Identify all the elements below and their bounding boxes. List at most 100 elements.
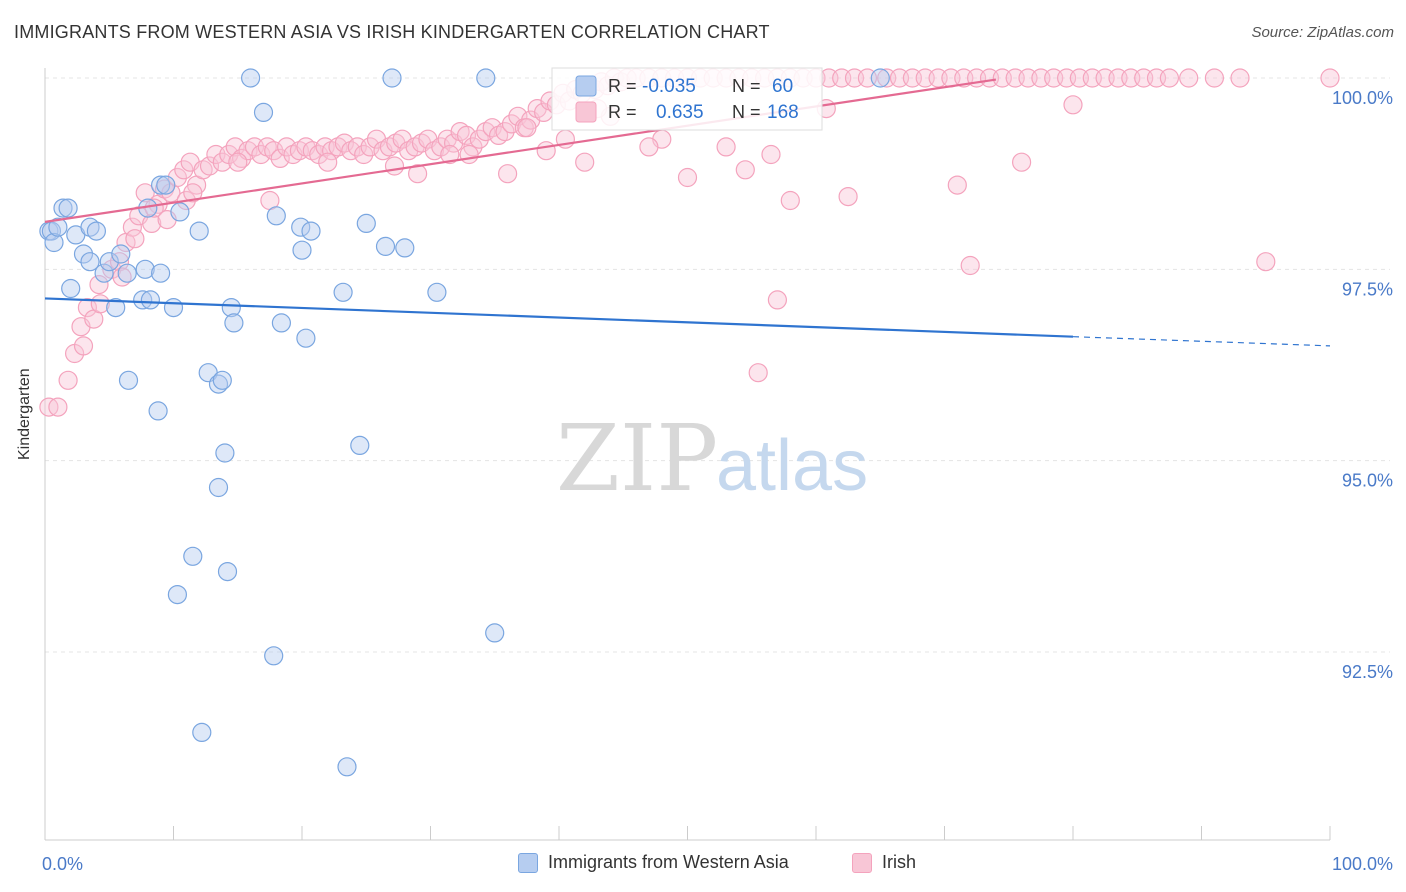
western-asia-point-4 [53,198,73,218]
irish-point-27 [225,137,245,157]
irish-point-63 [456,125,477,145]
irish-point-153 [1011,152,1032,172]
trend-line-western-asia [44,297,1074,338]
western-asia-point-46 [208,477,229,498]
western-asia-point-59 [870,68,890,88]
irish-point-140 [459,144,479,165]
irish-point-143 [575,152,595,172]
irish-point-139 [408,164,428,184]
irish-point-151 [947,175,967,195]
western-asia-point-40 [151,263,171,283]
western-asia-point-15 [133,290,153,310]
series-western-asia [39,68,890,777]
legend-r-label-1: R = [608,76,637,96]
y-tick-label-3: 92.5% [1342,662,1393,682]
western-asia-point-47 [183,546,203,566]
bottom-legend: Immigrants from Western Asia Irish [0,852,1406,878]
western-asia-point-52 [337,757,357,777]
irish-point-11 [122,217,142,237]
irish-point-2 [58,370,78,390]
western-asia-point-45 [215,443,235,463]
irish-point-159 [384,156,405,176]
legend-item-irish[interactable]: Irish [852,852,916,873]
western-asia-point-29 [291,217,311,237]
legend-label-western-asia: Immigrants from Western Asia [548,852,789,872]
western-asia-point-55 [266,206,286,226]
irish-point-138 [318,152,338,172]
western-asia-point-33 [356,213,376,233]
western-asia-point-21 [189,221,209,241]
irish-point-169 [89,275,109,295]
chart-title: IMMIGRANTS FROM WESTERN ASIA VS IRISH KI… [14,22,770,42]
irish-point-31 [251,144,271,165]
irish-point-167 [1256,252,1276,272]
source-label: Source: ZipAtlas.com [1251,24,1394,41]
western-asia-point-49 [167,584,187,605]
irish-point-134 [1320,68,1340,88]
irish-point-69 [495,122,515,142]
western-asia-point-16 [135,259,155,279]
western-asia-point-26 [241,68,261,88]
western-asia-point-28 [271,313,291,333]
irish-point-65 [469,129,489,149]
western-asia-point-24 [221,298,241,318]
irish-point-23 [199,156,220,176]
western-asia-point-53 [485,623,505,643]
western-asia-point-44 [212,370,232,390]
legend-swatch-western-asia [575,75,597,97]
irish-point-155 [639,137,659,157]
irish-point-150 [838,187,858,207]
irish-point-149 [780,190,800,211]
legend-swatch-western-asia-bottom [518,852,538,873]
irish-point-137 [228,152,248,172]
y-tick-labels: 100.0% 97.5% 95.0% 92.5% [1332,88,1393,682]
legend-swatch-irish [575,101,597,123]
axes [44,68,1331,841]
western-asia-point-17 [140,290,160,310]
western-asia-point-36 [395,238,415,258]
irish-point-70 [501,114,522,134]
irish-point-168 [73,336,94,356]
irish-point-170 [112,267,132,287]
irish-point-14 [142,213,162,233]
trend-line-irish [44,78,997,223]
irish-point-146 [716,137,736,157]
legend-label-irish: Irish [882,852,917,872]
legend-n-label-1: N = [732,76,761,96]
western-asia-point-2 [44,232,64,253]
legend-box: R = -0.035 N = 60 R = 0.635 N = 168 [551,67,823,131]
western-asia-point-5 [58,198,78,218]
western-asia-point-39 [61,278,81,299]
western-asia-point-50 [264,646,284,666]
irish-point-148 [761,144,781,165]
legend-item-western-asia[interactable]: Immigrants from Western Asia [518,852,789,873]
western-asia-point-41 [163,298,184,318]
irish-point-13 [135,183,155,203]
western-asia-point-14 [117,263,137,283]
western-asia-point-35 [382,68,402,88]
western-asia-point-31 [301,221,321,241]
western-asia-point-48 [217,561,238,582]
western-asia-point-11 [99,252,119,272]
western-asia-point-32 [333,282,353,302]
irish-point-19 [174,160,194,180]
western-asia-point-12 [106,298,126,318]
irish-point-35 [277,137,297,157]
western-asia-point-3 [48,217,68,237]
western-asia-point-54 [350,435,370,455]
irish-point-171 [125,229,145,249]
western-asia-point-56 [292,240,312,260]
irish-point-158 [440,144,460,165]
western-asia-point-10 [94,263,114,283]
irish-point-9 [109,252,130,272]
irish-point-47 [354,144,374,165]
irish-point-152 [960,255,980,276]
irish-point-28 [232,148,252,168]
irish-point-161 [183,183,203,203]
irish-point-34 [270,148,290,168]
western-asia-point-42 [118,370,139,390]
watermark-atlas: atlas [716,426,868,506]
irish-point-166 [748,363,768,383]
y-tick-label-1: 97.5% [1342,279,1393,299]
